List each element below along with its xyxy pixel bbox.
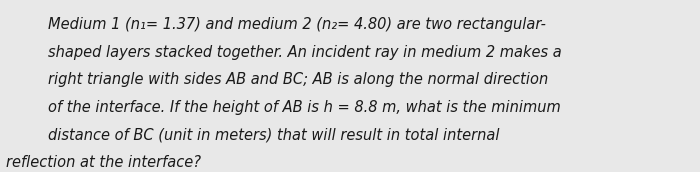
Text: Medium 1 (n₁= 1.37) and medium 2 (n₂= 4.80) are two rectangular-: Medium 1 (n₁= 1.37) and medium 2 (n₂= 4.…	[48, 17, 545, 33]
Text: reflection at the interface?: reflection at the interface?	[6, 155, 201, 170]
Text: of the interface. If the height of AB is h = 8.8 m, what is the minimum: of the interface. If the height of AB is…	[48, 100, 560, 115]
Text: shaped layers stacked together. An incident ray in medium 2 makes a: shaped layers stacked together. An incid…	[48, 45, 561, 60]
Text: distance of BC (unit in meters) that will result in total internal: distance of BC (unit in meters) that wil…	[48, 127, 499, 143]
Text: right triangle with sides AB and BC; AB is along the normal direction: right triangle with sides AB and BC; AB …	[48, 72, 548, 88]
